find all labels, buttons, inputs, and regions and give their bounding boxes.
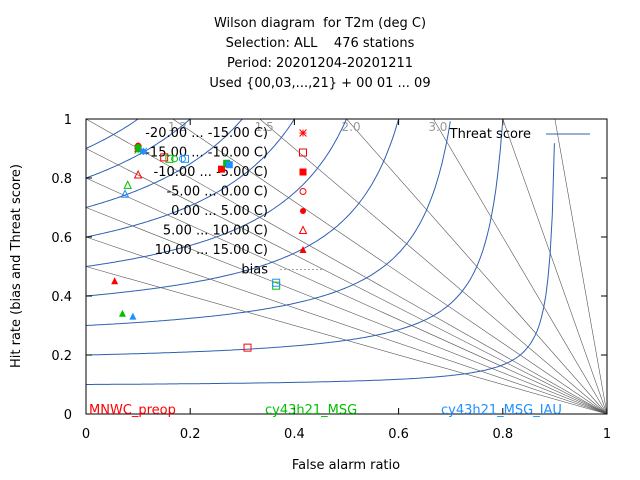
x-tick-label: 1 bbox=[603, 427, 611, 442]
legend: -20.00 ... -15.00 C) -15.00 ... -10.00 C)… bbox=[145, 126, 590, 278]
star-stroke bbox=[299, 129, 307, 137]
data-point bbox=[129, 312, 137, 320]
data-point bbox=[111, 277, 119, 285]
chart-title-line-4: Used {00,03,...,21} + 00 01 ... 09 bbox=[209, 76, 431, 91]
bias-line bbox=[85, 118, 608, 415]
data-point bbox=[120, 189, 130, 198]
y-tick-label: 0 bbox=[64, 408, 72, 423]
series-label: cy43h21_MSG bbox=[265, 403, 357, 418]
bias-line bbox=[85, 148, 608, 415]
data-point bbox=[217, 165, 225, 173]
threat-score-curve bbox=[85, 118, 243, 208]
bias-line bbox=[172, 118, 608, 415]
data-point bbox=[140, 148, 147, 155]
legend-class-label: -10.00 ... -5.00 C) bbox=[154, 165, 269, 180]
data-point bbox=[135, 144, 142, 151]
data-point bbox=[165, 154, 174, 163]
threat-score-curve bbox=[85, 118, 139, 149]
bias-lines: 1.2 1.5 2.0 3.0 bbox=[85, 118, 608, 415]
chart-title-line-2: Selection: ALL 476 stations bbox=[225, 36, 415, 51]
data-point bbox=[272, 278, 281, 287]
data-point bbox=[180, 154, 189, 163]
data-point bbox=[178, 155, 186, 163]
bias-tick-label: 1.5 bbox=[255, 120, 274, 134]
threat-score-curve bbox=[85, 119, 399, 297]
y-tick-label: 0.8 bbox=[51, 172, 72, 187]
legend-class-symbol bbox=[299, 188, 307, 195]
data-point bbox=[171, 155, 179, 163]
y-tick-label: 1 bbox=[64, 113, 72, 128]
x-tick-label: 0 bbox=[82, 427, 90, 442]
threat-score-curve bbox=[86, 143, 555, 385]
legend-class-symbol bbox=[299, 129, 307, 137]
legend-class-symbol bbox=[299, 246, 307, 253]
data-point bbox=[225, 161, 233, 169]
x-tick-label: 0.2 bbox=[180, 427, 201, 442]
bias-tick-label: 1.2 bbox=[168, 120, 187, 134]
threat-score-curve bbox=[85, 119, 295, 238]
threat-score-curve bbox=[86, 124, 503, 356]
data-point bbox=[133, 169, 143, 179]
legend-class-symbol bbox=[298, 225, 308, 234]
data-point bbox=[160, 153, 169, 162]
y-tick-label: 0.4 bbox=[51, 290, 72, 305]
x-axis-label: False alarm ratio bbox=[292, 458, 400, 473]
data-point bbox=[123, 180, 132, 189]
bias-tick-label: 3.0 bbox=[428, 120, 447, 134]
x-tick-label: 0.8 bbox=[492, 427, 513, 442]
y-tick-label: 0.6 bbox=[51, 231, 72, 246]
x-tick-label: 0.6 bbox=[388, 427, 409, 442]
legend-class-label: 10.00 ... 15.00 C) bbox=[155, 243, 268, 258]
x-tick-label: 0.4 bbox=[284, 427, 305, 442]
y-axis-label: Hit rate (bias and Threat score) bbox=[9, 164, 24, 368]
chart-title-line-1: Wilson diagram for T2m (deg C) bbox=[213, 16, 427, 31]
legend-class-label: -5.00 ... 0.00 C) bbox=[166, 185, 268, 200]
bias-line bbox=[433, 118, 608, 415]
data-points bbox=[111, 142, 281, 352]
bias-line bbox=[85, 236, 608, 415]
bias-line bbox=[502, 118, 608, 415]
series-label: MNWC_preop bbox=[89, 403, 176, 418]
legend-class-label: -20.00 ... -15.00 C) bbox=[145, 126, 268, 141]
threat-score-curve bbox=[85, 119, 347, 267]
chart-title-line-3: Period: 20201204-20201211 bbox=[226, 56, 414, 71]
data-point bbox=[243, 343, 252, 352]
axis-ticks: 0 0.2 0.4 0.6 0.8 1 0 0.2 0.4 0.6 0.8 1 bbox=[51, 113, 611, 442]
legend-class-symbol bbox=[299, 168, 307, 176]
legend-class-label: 5.00 ... 10.00 C) bbox=[163, 224, 268, 239]
legend-class-symbol bbox=[300, 208, 306, 214]
legend-class-symbol bbox=[299, 148, 307, 157]
threat-score-curves bbox=[85, 118, 555, 385]
legend-class-label: -15.00 ... -10.00 C) bbox=[145, 146, 268, 161]
bias-line bbox=[554, 118, 608, 415]
legend-bias-label: bias bbox=[241, 263, 268, 278]
y-tick-label: 0.2 bbox=[51, 349, 72, 364]
bias-line bbox=[85, 177, 608, 415]
bias-line bbox=[85, 207, 608, 415]
threat-score-curve bbox=[85, 118, 191, 179]
data-point bbox=[272, 281, 281, 290]
bias-tick-label: 2.0 bbox=[342, 120, 361, 134]
threat-score-curve bbox=[85, 121, 451, 326]
data-point bbox=[118, 309, 126, 317]
series-label: cy43h21_MSG_IAU bbox=[441, 403, 562, 418]
legend-class-label: 0.00 ... 5.00 C) bbox=[171, 204, 268, 219]
plot-frame bbox=[85, 118, 608, 415]
legend-threat-score-label: Threat score bbox=[449, 127, 531, 142]
series-labels: MNWC_preop cy43h21_MSG cy43h21_MSG_IAU bbox=[89, 403, 562, 418]
